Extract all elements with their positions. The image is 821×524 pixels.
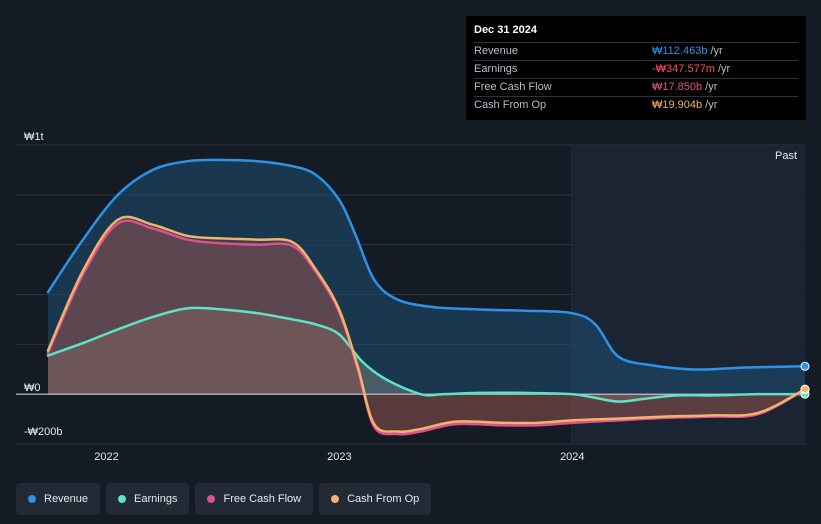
series-line-free-cash-flow: [46, 219, 807, 436]
series-end-dots: [800, 361, 810, 399]
series-area-free-cash-flow: [48, 220, 805, 435]
tooltip-unit: /yr: [705, 99, 718, 111]
legend-label: Cash From Op: [347, 493, 420, 505]
y-tick-label-1t: ₩1t: [24, 131, 44, 143]
x-tick-label-2023: 2023: [327, 451, 352, 463]
series-line-revenue: [46, 158, 807, 371]
legend-dot-icon: [331, 495, 340, 503]
tooltip-label: Free Cash Flow: [474, 81, 552, 93]
tooltip-date: Dec 31 2024: [474, 24, 537, 36]
series-area-cash-from-op: [48, 216, 805, 432]
series-end-dot-revenue: [800, 361, 810, 371]
past-label: Past: [774, 150, 797, 162]
legend-dot-icon: [118, 495, 127, 503]
y-tick-label-0: ₩0: [24, 382, 41, 395]
series-areas: [48, 159, 805, 435]
tooltip-row-free-cash-flow: Free Cash Flow ₩17.850b /yr: [474, 78, 798, 96]
tooltip-value: ₩19.904b: [652, 99, 703, 111]
x-tick-label-2024: 2024: [560, 451, 585, 463]
legend-dot-icon: [28, 495, 36, 503]
tooltip-unit: /yr: [705, 81, 718, 93]
tooltip-row-cash-from-op: Cash From Op ₩19.904b /yr: [474, 96, 798, 114]
tooltip-unit: /yr: [710, 45, 723, 57]
legend-label: Revenue: [44, 493, 89, 505]
y-tick-label-neg200b: -₩200b: [24, 426, 63, 438]
tooltip: Dec 31 2024 Revenue ₩112.463b /yr Earnin…: [466, 16, 806, 120]
legend-item-free-cash-flow[interactable]: Free Cash Flow: [195, 483, 314, 515]
series-line-earnings: [46, 306, 807, 403]
legend-label: Free Cash Flow: [223, 493, 302, 505]
tooltip-label: Earnings: [474, 63, 518, 75]
series-line-cash-from-op: [46, 215, 807, 433]
tooltip-unit: /yr: [717, 63, 731, 75]
tooltip-row-earnings: Earnings -₩347.577m /yr: [474, 60, 798, 78]
tooltip-value: -₩347.577m: [652, 63, 715, 75]
legend-item-earnings[interactable]: Earnings: [106, 483, 190, 515]
tooltip-label: Revenue: [474, 45, 519, 57]
legend-item-revenue[interactable]: Revenue: [16, 483, 101, 515]
tooltip-value: ₩112.463b: [652, 45, 708, 57]
series-end-dot-cash-from-op: [800, 384, 810, 394]
legend-dot-icon: [207, 495, 216, 503]
tooltip-label: Cash From Op: [474, 99, 547, 111]
legend: Revenue Earnings Free Cash Flow Cash Fro…: [16, 483, 432, 515]
tooltip-value: ₩17.850b: [652, 81, 703, 93]
legend-item-cash-from-op[interactable]: Cash From Op: [319, 483, 432, 515]
series-area-earnings: [48, 307, 805, 402]
tooltip-row-revenue: Revenue ₩112.463b /yr: [474, 42, 798, 60]
legend-label: Earnings: [134, 493, 178, 505]
series-lines: [46, 158, 807, 436]
x-tick-label-2022: 2022: [94, 451, 119, 463]
